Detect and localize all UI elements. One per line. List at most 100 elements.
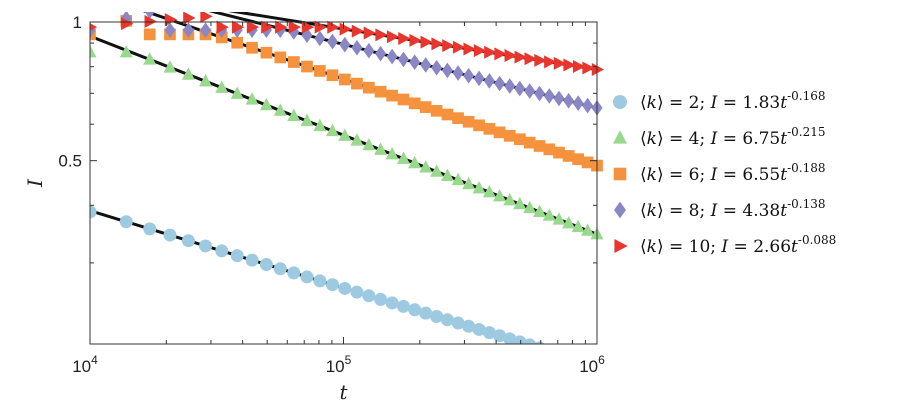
data-point-k6 [287,56,300,68]
legend-exponent: -0.088 [798,233,836,247]
data-point-k4 [562,215,576,229]
legend-text-part: ⟩ = [657,129,689,149]
data-point-k8 [182,22,194,38]
data-point-k10 [232,20,245,34]
data-point-k6 [572,153,584,166]
data-point-k8 [409,54,421,71]
x-tick-exponent: 6 [598,353,605,367]
data-point-k2 [503,332,517,344]
data-point-k2 [430,310,444,324]
data-point-k2 [245,253,259,267]
data-point-k10 [524,52,537,66]
x-tick-base: 10 [326,357,345,376]
data-point-k4 [199,74,213,87]
data-point-k4 [533,204,547,217]
data-point-k10 [375,28,388,42]
data-point-k8 [420,57,432,73]
legend-text-part: k [647,129,657,149]
legend-marker-k6 [613,167,627,181]
data-point-k6 [314,65,326,77]
data-point-k4 [215,80,229,93]
legend-label-k2: ⟨k⟩ = 2; I = 1.83t-0.168 [640,89,826,113]
data-point-k8 [144,12,155,19]
data-point-k4 [181,67,195,80]
data-point-k2 [543,344,556,357]
data-point-k2 [482,326,496,340]
data-point-k2 [313,274,327,288]
data-point-k4 [119,45,133,58]
y-tick-label: 1 [73,13,82,32]
data-point-k10 [463,42,476,56]
data-point-k4 [90,45,97,58]
data-point-k2 [552,347,565,360]
data-point-k6 [533,140,546,152]
legend-text-part: ⟨ [640,201,647,221]
data-point-k4 [245,92,259,105]
data-point-k2 [534,341,545,344]
legend: ⟨k⟩ = 2; I = 1.83t-0.168⟨k⟩ = 4; I = 6.7… [613,89,836,257]
data-point-k2 [419,306,433,320]
x-tick-label: 106 [579,353,605,376]
data-point-k10 [90,23,98,31]
legend-marker-k8 [614,201,626,219]
data-point-k8 [441,62,453,79]
data-point-k8 [120,12,132,27]
data-point-k2 [119,215,133,229]
data-point-k4 [523,200,537,214]
data-point-k6 [231,36,244,49]
data-point-k10 [409,33,422,47]
data-point-k10 [473,44,487,58]
data-point-k6 [362,81,375,94]
data-point-k4 [503,192,517,206]
data-point-k8 [582,97,594,114]
x-tick-exponent: 4 [91,353,98,367]
data-point-k2 [143,222,157,236]
data-point-k10 [442,39,455,53]
data-point-k10 [363,26,376,40]
data-point-k8 [534,85,546,102]
legend-label-k6: ⟨k⟩ = 6; I = 6.55t-0.188 [640,161,826,185]
legend-text-part: = 2.66 [728,237,791,257]
data-point-k8 [543,88,555,104]
y-axis-label: I [23,178,47,188]
data-point-k2 [513,335,527,344]
data-point-k4 [313,118,327,132]
data-point-k2 [300,270,314,284]
data-point-k2 [396,299,410,313]
data-point-k6 [452,112,464,125]
data-point-k10 [484,45,497,59]
data-point-k8 [375,45,387,62]
data-point-k6 [462,115,475,128]
data-point-k10 [216,20,229,34]
data-point-k2 [462,319,476,333]
data-point-k8 [339,36,351,53]
legend-marker-k4 [613,130,627,144]
data-point-k4 [259,97,273,111]
data-point-k10 [183,12,196,25]
data-point-k4 [287,108,301,121]
data-point-k10 [246,20,260,34]
data-point-k4 [472,181,486,194]
legend-text-part: ⟩ = [657,165,689,185]
legend-text-part: 10 [689,237,711,257]
data-point-k6 [473,119,485,132]
data-point-k4 [482,185,496,198]
data-point-k6 [483,123,496,135]
data-point-k2 [451,316,465,330]
data-point-k10 [351,24,365,38]
data-point-k4 [338,128,352,141]
data-point-k6 [90,28,96,41]
data-point-k4 [542,208,556,221]
data-point-k10 [301,20,315,34]
data-point-k8 [200,22,212,38]
data-point-k2 [362,289,376,303]
legend-text-part: ⟨ [640,93,647,113]
data-point-k8 [326,33,338,50]
data-point-k10 [339,22,352,36]
data-point-k8 [314,30,326,47]
data-point-k6 [326,69,339,82]
data-point-k4 [300,113,314,127]
data-point-k6 [386,89,398,102]
data-point-k6 [562,150,575,162]
